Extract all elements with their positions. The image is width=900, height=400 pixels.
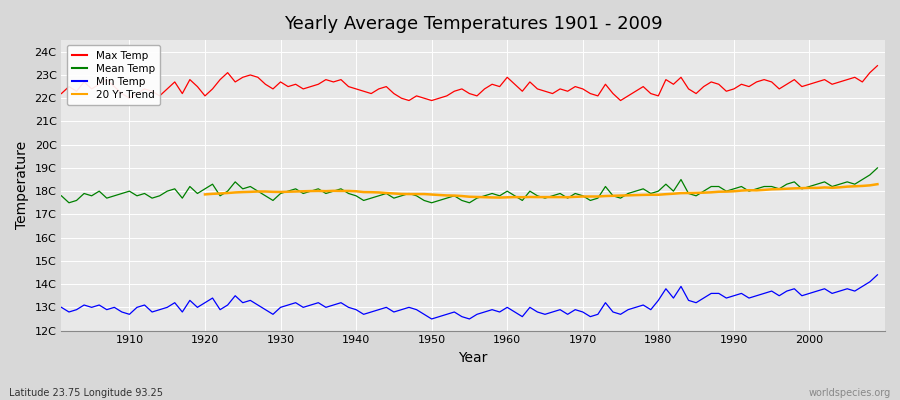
Text: Latitude 23.75 Longitude 93.25: Latitude 23.75 Longitude 93.25 xyxy=(9,388,163,398)
X-axis label: Year: Year xyxy=(458,351,488,365)
Title: Yearly Average Temperatures 1901 - 2009: Yearly Average Temperatures 1901 - 2009 xyxy=(284,15,662,33)
Y-axis label: Temperature: Temperature xyxy=(15,141,29,230)
Legend: Max Temp, Mean Temp, Min Temp, 20 Yr Trend: Max Temp, Mean Temp, Min Temp, 20 Yr Tre… xyxy=(67,45,160,105)
Text: worldspecies.org: worldspecies.org xyxy=(809,388,891,398)
